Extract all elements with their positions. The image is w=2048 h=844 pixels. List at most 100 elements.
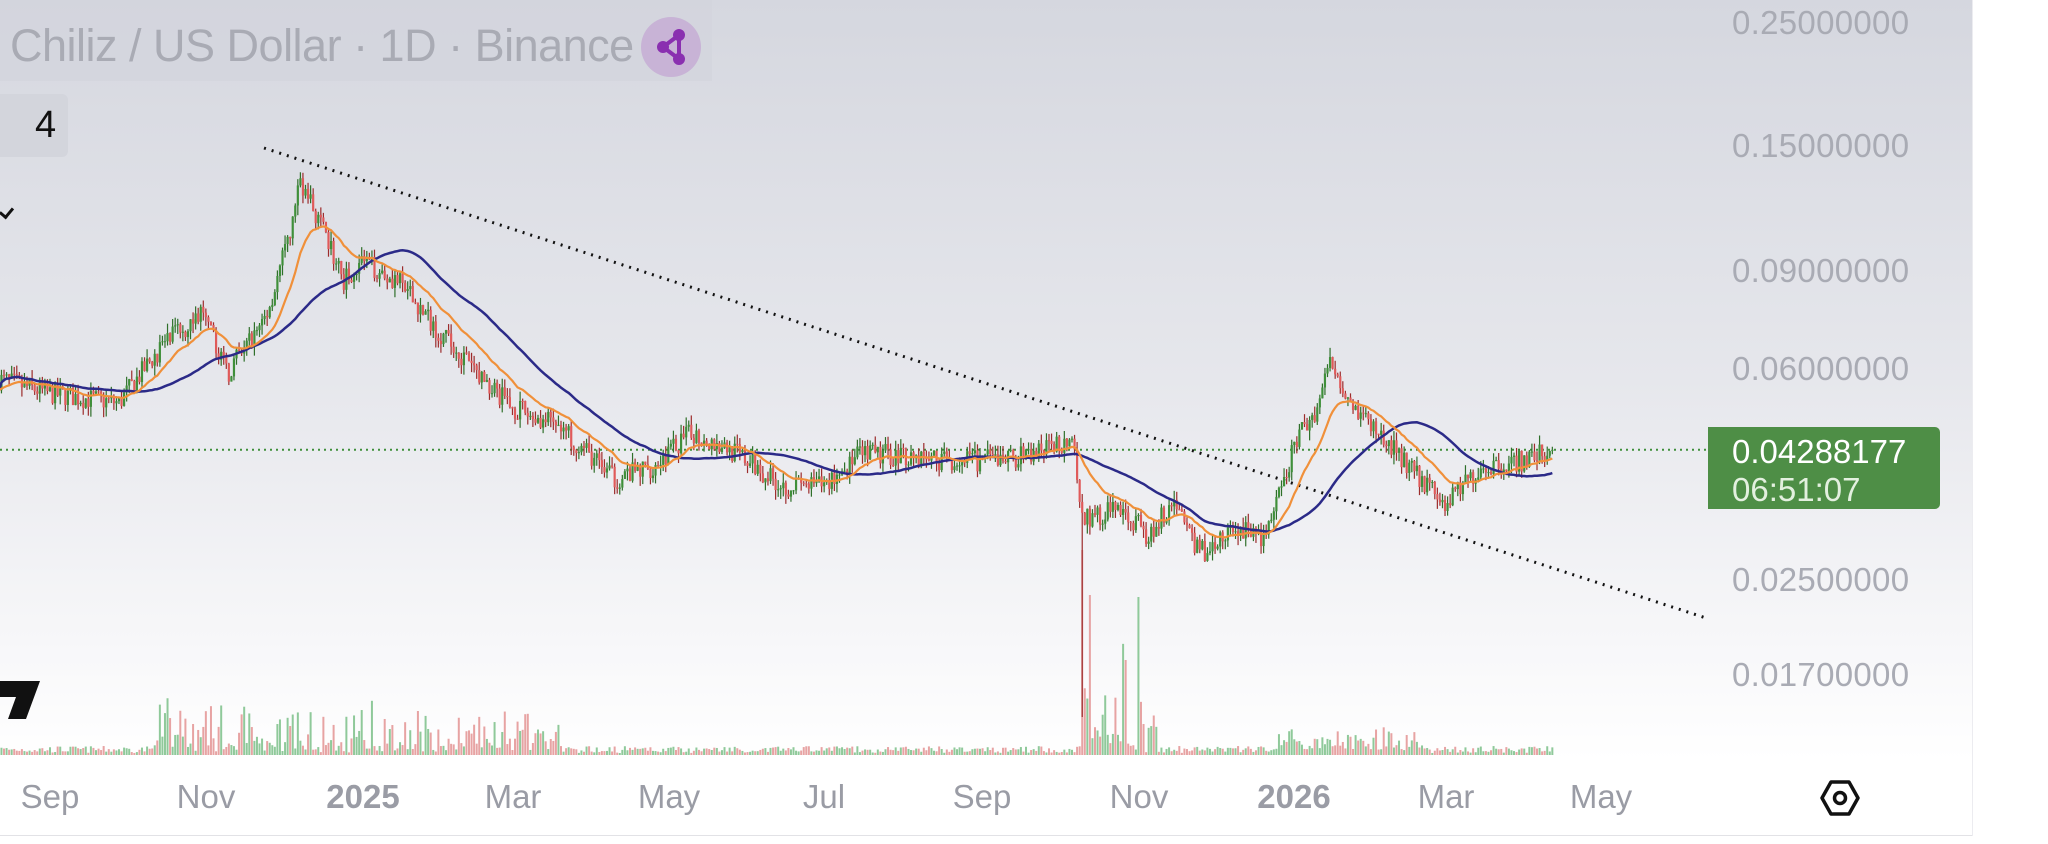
candle-down: [1533, 451, 1536, 461]
candle-up: [1216, 546, 1219, 549]
volume-bar: [130, 752, 133, 755]
volume-bar: [815, 750, 818, 755]
volume-bar: [1423, 748, 1426, 755]
volume-bar: [123, 747, 126, 755]
candle-up: [1387, 440, 1390, 447]
price-chart[interactable]: [0, 0, 1972, 836]
candle-up: [1019, 446, 1022, 465]
volume-bar: [731, 751, 734, 755]
volume-bar: [1387, 731, 1390, 755]
candle-down: [1334, 368, 1337, 375]
candle-up: [1272, 511, 1275, 520]
candle-up: [641, 461, 644, 477]
volume-bar: [618, 752, 621, 755]
volume-bar: [5, 748, 8, 755]
volume-bar: [754, 751, 757, 755]
candle-up: [1548, 451, 1551, 456]
volume-bar: [1280, 745, 1283, 755]
candle-up: [1359, 412, 1362, 419]
candle-up: [547, 411, 550, 423]
candle-down: [1313, 415, 1316, 422]
candle-down: [1466, 474, 1470, 479]
symbol-title[interactable]: Chiliz / US Dollar · 1D · Binance: [10, 20, 634, 71]
candle-up: [769, 468, 772, 482]
candle-down: [467, 353, 471, 361]
volume-bar: [1543, 750, 1546, 755]
volume-bar: [779, 750, 782, 755]
volume-bar: [516, 721, 519, 755]
volume-bar: [1249, 748, 1252, 755]
volume-bar: [917, 748, 920, 755]
volume-bar: [585, 746, 588, 755]
time-label: Mar: [484, 778, 542, 815]
volume-bar: [1252, 751, 1255, 755]
volume-bar: [250, 727, 253, 755]
candle-up: [1167, 505, 1171, 521]
volume-bar: [1408, 746, 1411, 755]
volume-bar: [1311, 748, 1314, 755]
candle-up: [779, 488, 782, 490]
volume-bar: [1017, 749, 1020, 755]
volume-bar: [1495, 748, 1498, 755]
volume-bar: [705, 748, 708, 755]
volume-bar: [626, 750, 629, 755]
volume-bar: [462, 746, 465, 755]
candle-down: [1525, 455, 1528, 468]
settings-icon[interactable]: [1820, 778, 1860, 818]
volume-bar: [296, 712, 299, 755]
volume-bar: [1323, 744, 1326, 755]
candle-up: [1392, 440, 1396, 455]
candle-down: [1213, 542, 1217, 549]
volume-bar: [1150, 726, 1153, 755]
volume-bar: [623, 746, 626, 755]
volume-bar: [1415, 741, 1418, 755]
volume-bars: [0, 550, 1554, 755]
candle-up: [1495, 460, 1498, 462]
volume-bar: [36, 751, 39, 755]
candle-down: [1088, 508, 1091, 527]
time-label: Nov: [176, 778, 236, 815]
volume-bar: [1109, 743, 1112, 755]
volume-bar: [404, 722, 407, 755]
candle-down: [513, 408, 517, 419]
volume-bar: [1009, 750, 1012, 755]
volume-bar: [450, 743, 453, 755]
volume-bar: [562, 751, 565, 755]
volume-bar: [373, 746, 376, 755]
candle-up: [651, 475, 655, 479]
candle-down: [600, 460, 603, 467]
candle-down: [1336, 374, 1339, 377]
volume-bar: [419, 731, 422, 755]
candle-up: [884, 443, 887, 451]
candle-up: [294, 205, 297, 217]
volume-bar: [1357, 740, 1360, 755]
volume-bar: [506, 744, 509, 755]
volume-bar: [1426, 747, 1429, 755]
volume-bar: [1165, 748, 1168, 755]
candle-down: [1331, 357, 1334, 369]
candle-down: [539, 417, 542, 428]
candle-up: [741, 450, 744, 453]
volume-bar: [1344, 748, 1347, 755]
candle-down: [1395, 440, 1398, 453]
volume-bar: [1129, 745, 1132, 755]
volume-bar: [102, 746, 105, 755]
volume-bar: [138, 749, 141, 755]
volume-bar: [1042, 751, 1045, 755]
volume-bar: [1152, 715, 1155, 755]
candle-up: [1045, 440, 1048, 455]
symbol-header[interactable]: Chiliz / US Dollar · 1D · Binance: [0, 0, 712, 81]
time-label: May: [1569, 778, 1633, 815]
volume-bar: [991, 747, 994, 755]
indicators-toggle[interactable]: [0, 94, 68, 220]
candle-down: [133, 380, 136, 392]
share-icon[interactable]: [641, 17, 701, 77]
volume-bar: [1053, 750, 1056, 755]
trendline[interactable]: [263, 146, 1707, 620]
candle-down: [559, 424, 563, 432]
candle-down: [130, 379, 133, 381]
candle-down: [582, 445, 586, 448]
candle-down: [1505, 469, 1508, 472]
volume-bar: [641, 748, 644, 755]
volume-bar: [634, 747, 637, 755]
